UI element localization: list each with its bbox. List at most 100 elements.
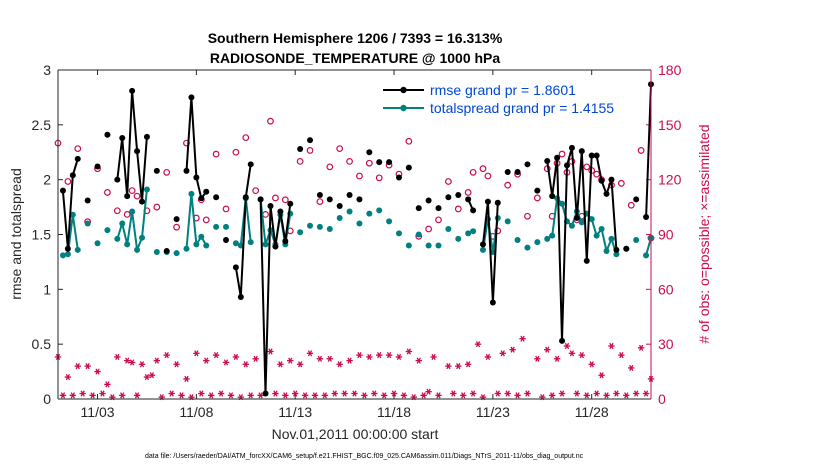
obs-possible-point-42 (435, 216, 442, 224)
obs-assimilated-point-55 (331, 390, 338, 397)
rmse-line-0 (61, 158, 79, 249)
y-axis-label: rmse and totalspread (8, 168, 24, 300)
series-layer (54, 81, 655, 401)
totalspread-point-29 (262, 241, 269, 248)
obs-assimilated-point-77 (445, 363, 452, 370)
obs-assimilated-point-9 (99, 390, 106, 397)
rmse-point-22 (213, 194, 220, 201)
obs-assimilated-point-54 (326, 355, 333, 362)
x-axis-ticks: 11/03 11/08 11/13 11/18 11/23 11/28 (81, 70, 609, 420)
obs-assimilated-point-17 (138, 361, 146, 368)
obs-assimilated-point-110 (618, 352, 625, 359)
rmse-point-23 (223, 236, 230, 243)
legend-marker-rmse (400, 86, 407, 94)
totalspread-point-47 (415, 231, 422, 238)
rmse-point-31 (272, 243, 279, 250)
obs-assimilated-point-70 (405, 348, 413, 355)
obs-assimilated-point-16 (133, 392, 141, 399)
rmse-point-37 (316, 192, 323, 199)
obs-assimilated-point-1 (59, 392, 67, 399)
totalspread-point-7 (114, 235, 121, 242)
rmse-point-39 (336, 202, 343, 209)
totalspread-point-45 (395, 230, 402, 237)
totalspread-point-48 (425, 242, 432, 249)
rmse-point-24 (232, 264, 239, 271)
totalspread-point-59 (514, 236, 521, 243)
obs-assimilated-point-81 (464, 361, 472, 368)
rmse-point-61 (534, 187, 541, 194)
series-rmse (59, 81, 654, 397)
obs-assimilated-point-92 (524, 390, 531, 397)
rmse-point-54 (479, 241, 486, 248)
totalspread-point-10 (129, 208, 136, 215)
obs-assimilated-point-91 (519, 335, 526, 342)
obs-possible-point-28 (296, 157, 304, 165)
totalspread-point-22 (213, 223, 220, 230)
obs-possible-point-25 (272, 194, 279, 202)
totalspread-point-52 (465, 230, 472, 237)
totalspread-point-63 (549, 232, 556, 239)
obs-assimilated-point-104 (588, 361, 595, 368)
y-tick-label-5: 2.5 (32, 117, 52, 133)
obs-assimilated-point-5 (79, 390, 86, 397)
obs-possible-point-9 (133, 192, 141, 200)
obs-assimilated-point-41 (257, 392, 264, 399)
obs-assimilated-point-60 (356, 352, 363, 359)
totalspread-point-51 (455, 235, 462, 242)
obs-assimilated-point-29 (198, 390, 205, 397)
totalspread-point-16 (173, 250, 180, 257)
obs-assimilated-point-12 (114, 353, 121, 361)
obs-possible-point-24 (267, 117, 274, 125)
obs-possible-point-53 (524, 212, 531, 220)
rmse-point-2 (69, 172, 76, 179)
rmse-point-30 (267, 202, 274, 209)
totalspread-point-54 (479, 246, 486, 253)
obs-assimilated-point-107 (603, 392, 610, 399)
rmse-point-74 (603, 190, 610, 197)
obs-possible-point-5 (104, 189, 111, 196)
totalspread-point-53 (470, 228, 477, 235)
rmse-point-59 (514, 168, 521, 175)
obs-possible-point-36 (375, 174, 383, 182)
rmse-point-41 (356, 196, 363, 203)
rmse-point-63 (549, 193, 556, 200)
rmse-point-76 (613, 246, 620, 253)
rmse-point-4 (84, 197, 91, 204)
obs-possible-point-21 (242, 134, 250, 142)
y2-tick-label-1: 30 (658, 336, 674, 352)
obs-assimilated-point-63 (371, 390, 378, 397)
rmse-point-38 (326, 196, 333, 203)
obs-possible-point-47 (479, 165, 487, 173)
y2-tick-label-0: 0 (658, 391, 666, 407)
obs-possible-point-69 (627, 201, 635, 209)
totalspread-point-58 (504, 218, 511, 225)
rmse-point-11 (134, 148, 141, 155)
obs-assimilated-point-98 (558, 390, 566, 397)
obs-possible-point-54 (533, 194, 541, 202)
series-obs-assimilated (54, 335, 655, 401)
obs-possible-point-32 (336, 145, 344, 152)
rmse-point-45 (395, 174, 402, 181)
obs-possible-point-34 (356, 172, 363, 180)
rmse-point-27 (247, 161, 254, 168)
x-tick-label-4: 11/23 (476, 404, 510, 420)
obs-possible-point-39 (405, 137, 413, 145)
obs-assimilated-point-7 (89, 392, 96, 399)
totalspread-point-69 (578, 219, 585, 226)
obs-assimilated-point-58 (346, 357, 353, 364)
totalspread-point-49 (435, 242, 442, 249)
totalspread-point-76 (613, 251, 620, 258)
obs-assimilated-point-83 (474, 341, 482, 348)
obs-possible-point-58 (558, 150, 566, 158)
rmse-point-8 (119, 134, 126, 141)
obs-assimilated-point-20 (153, 357, 161, 364)
totalspread-point-62 (544, 235, 551, 242)
obs-assimilated-point-26 (183, 375, 190, 382)
obs-assimilated-point-93 (534, 355, 541, 362)
obs-possible-point-45 (464, 189, 472, 196)
totalspread-point-46 (405, 242, 412, 249)
obs-possible-point-7 (123, 210, 131, 218)
obs-assimilated-point-100 (568, 350, 576, 357)
obs-assimilated-point-44 (277, 361, 284, 368)
obs-assimilated-point-19 (148, 372, 156, 379)
